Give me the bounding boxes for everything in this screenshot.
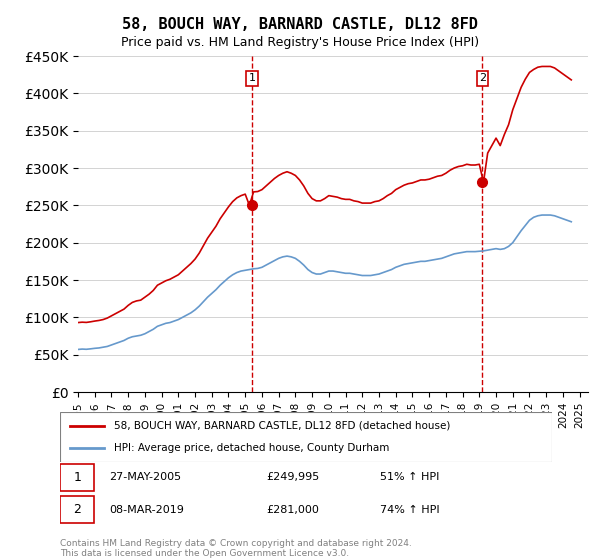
Text: 08-MAR-2019: 08-MAR-2019: [109, 505, 184, 515]
Text: 51% ↑ HPI: 51% ↑ HPI: [380, 473, 439, 483]
FancyBboxPatch shape: [60, 496, 94, 523]
Text: 2: 2: [479, 73, 486, 83]
Text: Contains HM Land Registry data © Crown copyright and database right 2024.
This d: Contains HM Land Registry data © Crown c…: [60, 539, 412, 558]
Text: 1: 1: [248, 73, 256, 83]
FancyBboxPatch shape: [60, 412, 552, 462]
FancyBboxPatch shape: [60, 464, 94, 491]
Text: 74% ↑ HPI: 74% ↑ HPI: [380, 505, 439, 515]
Text: Price paid vs. HM Land Registry's House Price Index (HPI): Price paid vs. HM Land Registry's House …: [121, 36, 479, 49]
Text: 2: 2: [73, 503, 81, 516]
Text: 27-MAY-2005: 27-MAY-2005: [109, 473, 181, 483]
Text: 58, BOUCH WAY, BARNARD CASTLE, DL12 8FD (detached house): 58, BOUCH WAY, BARNARD CASTLE, DL12 8FD …: [114, 421, 451, 431]
Text: 1: 1: [73, 471, 81, 484]
Text: HPI: Average price, detached house, County Durham: HPI: Average price, detached house, Coun…: [114, 443, 389, 453]
Text: £281,000: £281,000: [266, 505, 320, 515]
Text: 58, BOUCH WAY, BARNARD CASTLE, DL12 8FD: 58, BOUCH WAY, BARNARD CASTLE, DL12 8FD: [122, 17, 478, 32]
Text: £249,995: £249,995: [266, 473, 320, 483]
